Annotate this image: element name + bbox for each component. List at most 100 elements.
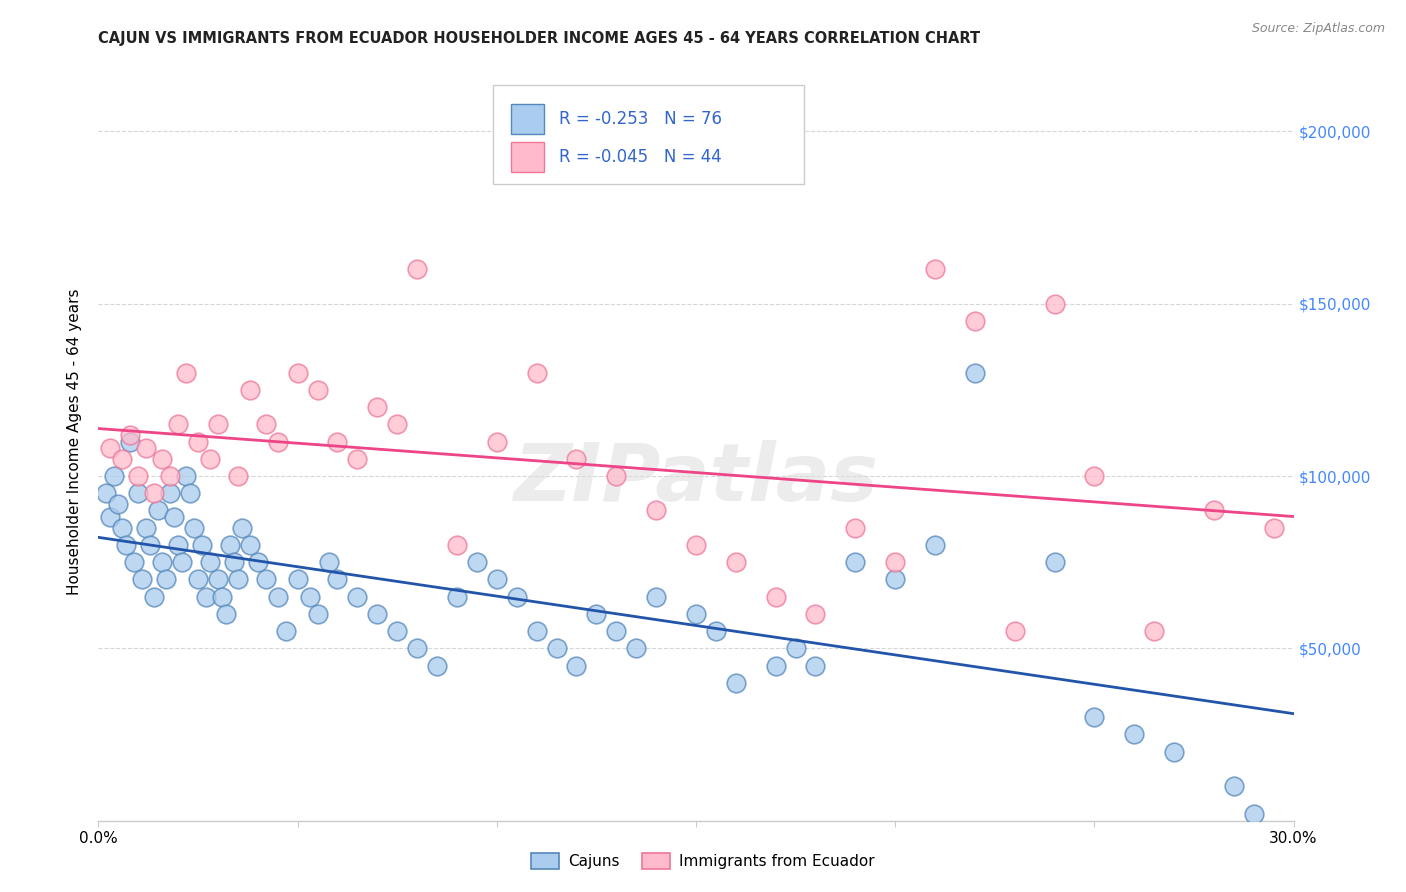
Point xyxy=(307,607,329,621)
Point xyxy=(274,624,297,639)
Point xyxy=(179,486,201,500)
Point xyxy=(150,451,173,466)
Point xyxy=(884,555,907,569)
Point xyxy=(98,442,122,456)
FancyBboxPatch shape xyxy=(494,85,804,184)
Point xyxy=(219,538,242,552)
Point xyxy=(120,434,142,449)
Point xyxy=(287,366,309,380)
Point xyxy=(222,555,245,569)
Point xyxy=(1083,469,1105,483)
Point xyxy=(406,262,429,277)
Point xyxy=(239,383,262,397)
Point xyxy=(96,486,118,500)
Point xyxy=(207,417,229,432)
Point xyxy=(1223,779,1246,793)
Point xyxy=(127,486,149,500)
Point xyxy=(155,573,177,587)
Point xyxy=(143,590,166,604)
Point xyxy=(804,607,827,621)
Point xyxy=(174,469,197,483)
Point xyxy=(485,434,508,449)
Point xyxy=(685,538,707,552)
Point xyxy=(172,555,194,569)
Point xyxy=(605,624,627,639)
Point xyxy=(159,486,181,500)
Point xyxy=(127,469,149,483)
Point xyxy=(135,442,157,456)
Point xyxy=(167,538,190,552)
Point xyxy=(446,590,468,604)
Point xyxy=(174,366,197,380)
Point xyxy=(254,573,277,587)
Point xyxy=(626,641,648,656)
Point xyxy=(346,590,368,604)
Point xyxy=(150,555,173,569)
Point xyxy=(298,590,321,604)
Point xyxy=(765,658,787,673)
Point xyxy=(187,434,209,449)
Point xyxy=(215,607,238,621)
Point xyxy=(131,573,153,587)
Point xyxy=(1163,745,1185,759)
Point xyxy=(1243,806,1265,821)
Point xyxy=(163,510,186,524)
Text: R = -0.045   N = 44: R = -0.045 N = 44 xyxy=(558,148,721,166)
Point xyxy=(366,607,388,621)
Point xyxy=(1043,555,1066,569)
Point xyxy=(226,469,249,483)
Point xyxy=(366,400,388,414)
Point xyxy=(198,451,221,466)
Point xyxy=(103,469,125,483)
Point xyxy=(307,383,329,397)
Text: R = -0.253   N = 76: R = -0.253 N = 76 xyxy=(558,111,721,128)
Point xyxy=(111,521,134,535)
Point xyxy=(526,624,548,639)
Point xyxy=(346,451,368,466)
Point xyxy=(645,503,668,517)
Point xyxy=(565,658,588,673)
Point xyxy=(844,555,866,569)
Point xyxy=(198,555,221,569)
Point xyxy=(326,573,349,587)
Text: ZIPatlas: ZIPatlas xyxy=(513,441,879,518)
Point xyxy=(704,624,727,639)
FancyBboxPatch shape xyxy=(510,142,544,172)
Point xyxy=(120,427,142,442)
Point xyxy=(267,434,290,449)
Point xyxy=(585,607,607,621)
Point xyxy=(1004,624,1026,639)
Point xyxy=(506,590,529,604)
Text: CAJUN VS IMMIGRANTS FROM ECUADOR HOUSEHOLDER INCOME AGES 45 - 64 YEARS CORRELATI: CAJUN VS IMMIGRANTS FROM ECUADOR HOUSEHO… xyxy=(98,31,980,46)
Point xyxy=(226,573,249,587)
Point xyxy=(446,538,468,552)
Point xyxy=(465,555,488,569)
Point xyxy=(1202,503,1225,517)
Point xyxy=(167,417,190,432)
Point xyxy=(187,573,209,587)
Point xyxy=(183,521,205,535)
Point xyxy=(546,641,568,656)
Point xyxy=(111,451,134,466)
Point xyxy=(844,521,866,535)
Point xyxy=(246,555,269,569)
Point xyxy=(148,503,170,517)
Point xyxy=(98,510,122,524)
Point xyxy=(385,417,409,432)
Point xyxy=(124,555,146,569)
Point xyxy=(804,658,827,673)
Point xyxy=(406,641,429,656)
Point xyxy=(565,451,588,466)
Point xyxy=(1083,710,1105,724)
Point xyxy=(526,366,548,380)
Point xyxy=(115,538,138,552)
FancyBboxPatch shape xyxy=(510,104,544,135)
Point xyxy=(924,538,946,552)
Point xyxy=(195,590,218,604)
Point xyxy=(884,573,907,587)
Point xyxy=(159,469,181,483)
Point xyxy=(211,590,233,604)
Point xyxy=(385,624,409,639)
Point xyxy=(963,366,986,380)
Point xyxy=(326,434,349,449)
